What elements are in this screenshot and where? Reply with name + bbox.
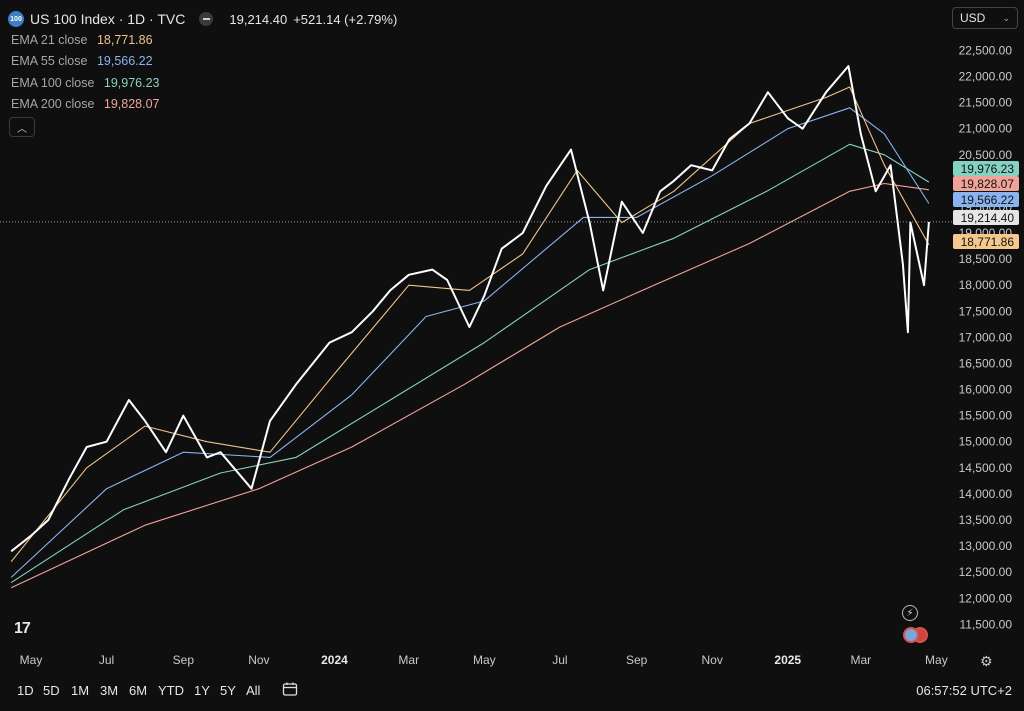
x-tick-label: May <box>925 653 948 667</box>
x-tick-label: May <box>20 653 43 667</box>
calendar-icon[interactable] <box>282 681 298 697</box>
x-tick-label: Sep <box>173 653 195 667</box>
indicator-value: 18,771.86 <box>96 33 153 47</box>
timeframe-5d[interactable]: 5D <box>43 683 60 698</box>
chart-header: 100 US 100 Index · 1D · TVC 19,214.40 +5… <box>8 8 397 30</box>
price-change: +521.14 (+2.79%) <box>293 11 398 27</box>
timeframe-ytd[interactable]: YTD <box>158 683 184 698</box>
y-tick-label: 11,500.00 <box>960 617 1013 631</box>
y-tick-label: 22,000.00 <box>959 70 1013 84</box>
x-tick-label: Jul <box>552 653 567 667</box>
y-tick-label: 18,500.00 <box>959 252 1013 266</box>
y-tick-label: 16,500.00 <box>959 356 1013 370</box>
y-tick-label: 21,500.00 <box>959 96 1013 110</box>
y-tick-label: 17,000.00 <box>959 330 1013 344</box>
x-tick-label: 2025 <box>774 653 801 667</box>
price-tag <box>953 192 1019 207</box>
x-tick-label: Nov <box>248 653 269 667</box>
y-tick-label: 22,500.00 <box>959 43 1013 57</box>
indicator-param: 100 close <box>40 76 95 90</box>
indicator-param: 55 close <box>40 54 88 68</box>
series-line-ema-4 <box>10 182 929 589</box>
y-tick-label: 12,500.00 <box>959 565 1013 579</box>
y-tick-label: 14,500.00 <box>959 461 1013 475</box>
bottom-toolbar: 1D 5D 1M 3M 6M YTD 1Y 5Y All 06:57:52 UT… <box>0 678 1024 704</box>
timeframe-1d[interactable]: 1D <box>17 683 34 698</box>
indicator-label: EMA <box>11 97 38 111</box>
y-tick-label: 15,500.00 <box>959 409 1013 423</box>
currency-value: USD <box>960 11 986 25</box>
x-tick-label: Mar <box>850 653 871 667</box>
clock[interactable]: 06:57:52 UTC+2 <box>916 683 1012 698</box>
indicator-label: EMA <box>11 76 38 90</box>
last-price: 19,214.40 <box>229 11 288 27</box>
collapse-indicators-button[interactable]: ︿ <box>9 117 35 137</box>
indicator-value: 19,566.22 <box>96 54 153 68</box>
indicator-ema-100[interactable]: EMA 100 close 19,976.23 <box>11 76 160 90</box>
indicator-label: EMA <box>11 33 38 47</box>
y-tick-label: 12,000.00 <box>959 591 1013 605</box>
series-line-price <box>10 65 930 553</box>
tradingview-logo-icon[interactable]: 17 <box>14 620 31 637</box>
y-tick-label: 14,000.00 <box>959 487 1013 501</box>
minus-icon <box>202 18 210 20</box>
symbol-title[interactable]: US 100 Index · 1D · TVC <box>30 11 186 27</box>
series-line-ema-2 <box>10 107 930 578</box>
price-tag <box>953 176 1019 191</box>
price-tag <box>953 234 1019 249</box>
lightning-icon[interactable]: ⚡ <box>902 605 918 621</box>
x-tick-label: Sep <box>626 653 648 667</box>
price-tag-label: 19,976.23 <box>961 162 1015 176</box>
x-tick-label: May <box>473 653 496 667</box>
y-tick-label: 13,000.00 <box>959 539 1013 553</box>
symbol-logo-icon: 100 <box>8 11 24 27</box>
timeframe-1y[interactable]: 1Y <box>194 683 210 698</box>
x-tick-label: Mar <box>398 653 419 667</box>
timeframe-all[interactable]: All <box>246 683 261 698</box>
timeframe-1m[interactable]: 1M <box>71 683 90 698</box>
y-tick-label: 15,000.00 <box>959 435 1013 449</box>
x-tick-label: Nov <box>702 653 723 667</box>
price-tag <box>953 161 1019 176</box>
y-tick-label: 20,500.00 <box>959 148 1013 162</box>
series-line-ema-1 <box>10 86 930 563</box>
price-tag <box>953 210 1019 225</box>
series-line-ema-3 <box>10 143 930 584</box>
indicator-label: EMA <box>11 54 38 68</box>
y-tick-label: 21,000.00 <box>959 122 1013 136</box>
y-tick-label: 17,500.00 <box>959 304 1013 318</box>
indicator-ema-200[interactable]: EMA 200 close 19,828.07 <box>11 97 160 111</box>
indicator-ema-21[interactable]: EMA 21 close 18,771.86 <box>11 33 153 47</box>
indicator-value: 19,828.07 <box>103 97 160 111</box>
timeframe-3m[interactable]: 3M <box>100 683 119 698</box>
collapse-legend-button[interactable] <box>199 12 214 26</box>
price-tag-label: 18,771.86 <box>961 235 1015 249</box>
gear-icon[interactable]: ⚙ <box>980 653 993 669</box>
chevron-up-icon: ︿ <box>17 123 27 135</box>
y-tick-label: 16,000.00 <box>959 383 1013 397</box>
indicator-ema-55[interactable]: EMA 55 close 19,566.22 <box>11 54 153 68</box>
price-tag-label: 19,566.22 <box>961 193 1015 207</box>
indicator-param: 200 close <box>40 97 95 111</box>
chevron-down-icon: ⌄ <box>1002 12 1010 23</box>
x-tick-label: Jul <box>99 653 114 667</box>
y-tick-label: 18,000.00 <box>959 278 1013 292</box>
price-tag-label: 19,214.40 <box>961 211 1015 225</box>
y-tick-label: 13,500.00 <box>959 513 1013 527</box>
indicator-value: 19,976.23 <box>103 76 160 90</box>
indicator-param: 21 close <box>40 33 88 47</box>
timeframe-5y[interactable]: 5Y <box>220 683 236 698</box>
price-tag-label: 19,828.07 <box>961 177 1015 191</box>
timeframe-6m[interactable]: 6M <box>129 683 148 698</box>
us-flag-icon[interactable] <box>903 627 919 643</box>
x-tick-label: 2024 <box>321 653 348 667</box>
currency-select[interactable]: USD ⌄ <box>952 7 1018 29</box>
